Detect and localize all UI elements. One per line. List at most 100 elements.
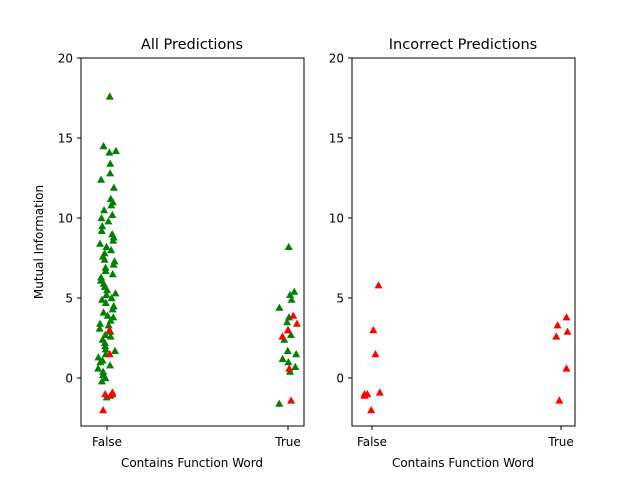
data-point xyxy=(287,396,296,404)
data-point xyxy=(275,303,284,311)
data-point xyxy=(101,298,110,306)
data-point xyxy=(109,183,118,191)
y-axis-label: Mutual Information xyxy=(32,185,46,299)
data-point xyxy=(278,332,287,340)
y-tick-label: 15 xyxy=(329,132,344,146)
y-tick-label: 15 xyxy=(58,132,73,146)
data-point xyxy=(100,338,109,346)
data-point xyxy=(99,308,108,316)
data-point xyxy=(102,290,111,298)
data-point xyxy=(283,326,292,334)
data-point xyxy=(111,146,120,154)
data-point xyxy=(97,175,106,183)
data-point xyxy=(275,399,284,407)
x-tick-label: False xyxy=(357,435,387,449)
data-point xyxy=(99,142,108,150)
data-point xyxy=(100,206,109,214)
data-point xyxy=(286,290,295,298)
data-point xyxy=(105,350,114,358)
data-point xyxy=(552,332,561,340)
data-point xyxy=(101,390,110,398)
data-point xyxy=(374,281,383,289)
data-point xyxy=(375,388,384,396)
data-point xyxy=(98,222,107,230)
data-point xyxy=(285,364,294,372)
data-point xyxy=(369,326,378,334)
data-point xyxy=(101,374,110,382)
data-point xyxy=(101,266,110,274)
data-point xyxy=(107,294,116,302)
y-tick-label: 0 xyxy=(65,372,73,386)
data-point xyxy=(109,260,118,268)
data-point xyxy=(284,242,293,250)
data-point xyxy=(289,311,298,319)
scatter-points xyxy=(360,281,572,414)
data-point xyxy=(101,342,110,350)
data-point xyxy=(105,148,114,156)
data-point xyxy=(562,313,571,321)
data-point xyxy=(97,377,106,385)
y-tick-label: 0 xyxy=(336,372,344,386)
data-point xyxy=(109,233,118,241)
scatter-points xyxy=(94,92,301,414)
data-point xyxy=(106,332,115,340)
data-point xyxy=(103,286,112,294)
y-tick-label: 20 xyxy=(58,52,73,66)
data-point xyxy=(101,330,110,338)
data-point xyxy=(95,324,104,332)
data-point xyxy=(106,391,115,399)
data-point xyxy=(110,346,119,354)
data-point xyxy=(105,92,114,100)
data-point xyxy=(111,289,120,297)
x-tick-label: True xyxy=(547,435,574,449)
data-point xyxy=(292,350,301,358)
data-point xyxy=(107,201,116,209)
data-point xyxy=(97,214,106,222)
x-axis-label: Contains Function Word xyxy=(121,456,263,470)
data-point xyxy=(97,273,106,281)
data-point xyxy=(292,319,301,327)
data-point xyxy=(286,330,295,338)
chart-title: Incorrect Predictions xyxy=(389,37,537,53)
data-point xyxy=(108,270,117,278)
data-point xyxy=(367,406,376,414)
axis-ticks: 0 5 10 15 20 False True xyxy=(329,52,574,450)
data-point xyxy=(283,346,292,354)
x-tick-label: True xyxy=(274,435,301,449)
data-point xyxy=(101,345,110,353)
y-tick-label: 5 xyxy=(65,292,73,306)
data-point xyxy=(106,169,115,177)
y-tick-label: 10 xyxy=(58,212,73,226)
data-point xyxy=(94,364,103,372)
panel-all-predictions: All Predictions Mutual Information Conta… xyxy=(32,37,305,470)
data-point xyxy=(95,319,104,327)
data-point xyxy=(106,159,115,167)
data-point xyxy=(102,242,111,250)
data-point xyxy=(107,246,116,254)
data-point xyxy=(109,236,118,244)
panel-incorrect-predictions: Incorrect Predictions Contains Function … xyxy=(329,37,576,470)
data-point xyxy=(108,210,117,218)
data-point xyxy=(104,321,113,329)
data-point xyxy=(278,354,287,362)
data-point xyxy=(287,295,296,303)
data-point xyxy=(96,358,105,366)
y-tick-label: 5 xyxy=(336,292,344,306)
data-point xyxy=(371,350,380,358)
data-point xyxy=(103,311,112,319)
x-tick-label: False xyxy=(92,435,122,449)
axis-ticks: 0 5 10 15 20 False True xyxy=(58,52,301,450)
plot-frame xyxy=(351,57,576,427)
plot-frame xyxy=(80,57,305,427)
data-point xyxy=(97,226,106,234)
data-point xyxy=(105,326,114,334)
data-point xyxy=(290,287,299,295)
data-point xyxy=(98,295,107,303)
data-point xyxy=(562,364,571,372)
data-point xyxy=(553,321,562,329)
y-tick-label: 20 xyxy=(329,52,344,66)
data-point xyxy=(283,318,292,326)
y-tick-label: 10 xyxy=(329,212,344,226)
